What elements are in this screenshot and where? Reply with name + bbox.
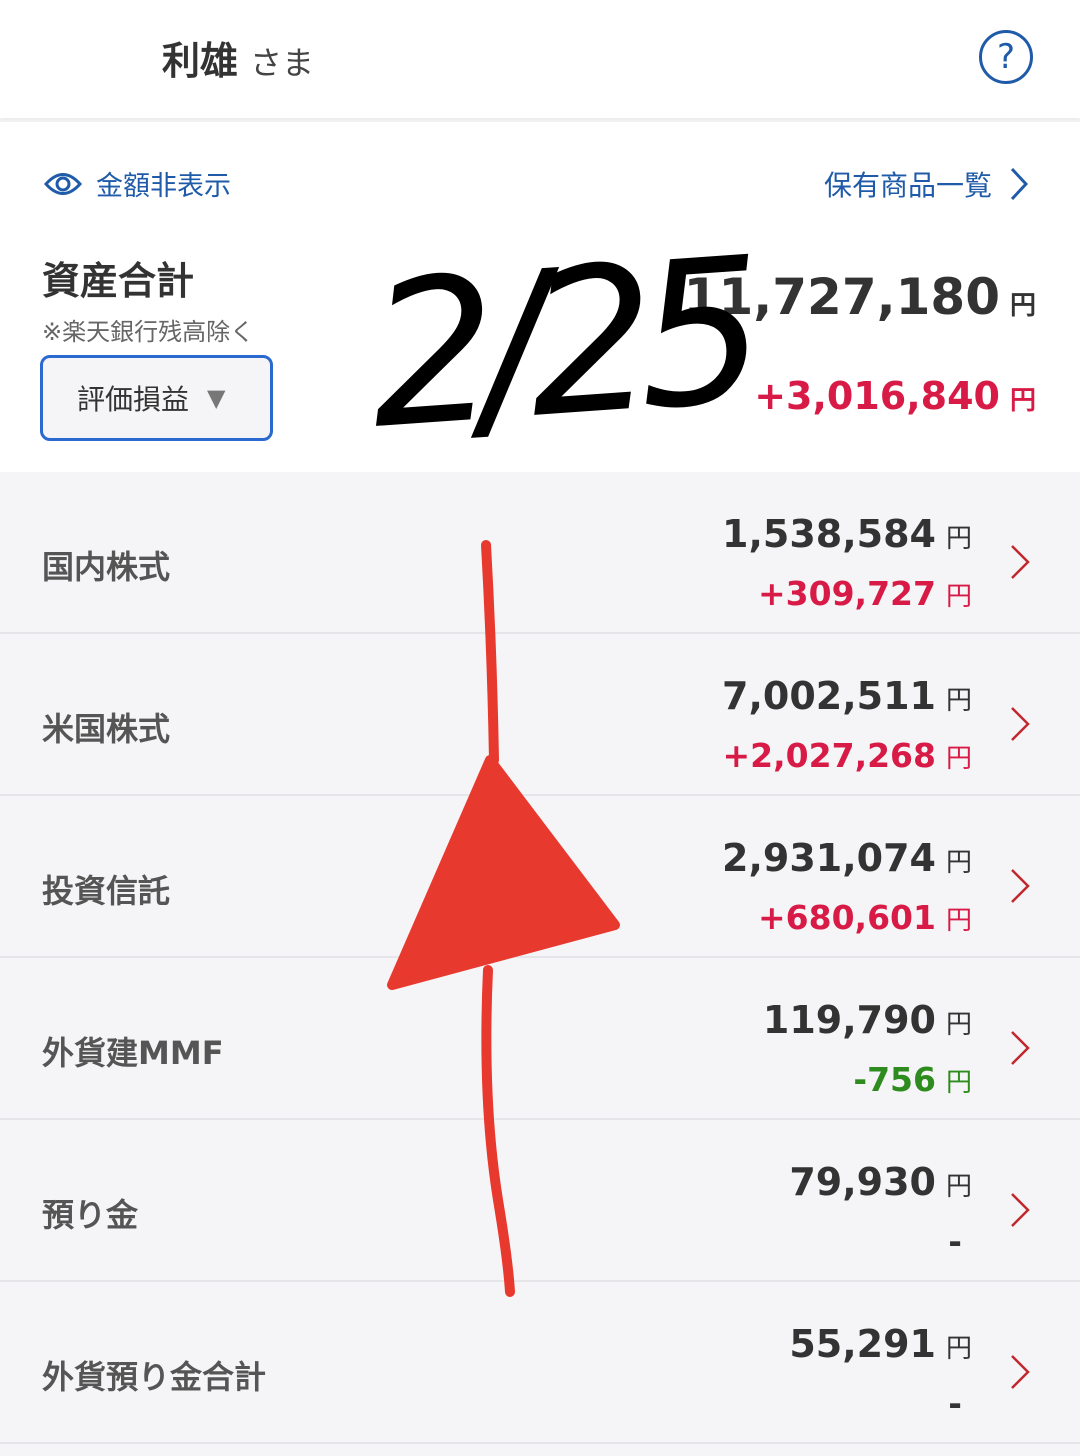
asset-row[interactable]: 米国株式 7,002,511 円 +2,027,268 円 [0, 634, 1080, 796]
question-circle-icon: ? [996, 37, 1016, 77]
asset-pl-value: +2,027,268 [722, 736, 936, 775]
total-amount: 11,727,180 円 [684, 268, 1036, 326]
asset-row[interactable]: 外貨預り金合計 55,291 円 - [0, 1282, 1080, 1444]
asset-name: 投資信託 [42, 872, 171, 910]
eye-icon [44, 172, 82, 195]
hide-amounts-toggle[interactable]: 金額非表示 [44, 164, 231, 203]
chevron-right-icon [1011, 707, 1030, 741]
asset-category-list: 国内株式 1,538,584 円 +309,727 円 米国株式 7,002,511… [0, 472, 1080, 1444]
asset-amount-value: 119,790 [762, 998, 936, 1042]
view-mode-select[interactable]: 評価損益 ▼ [40, 355, 273, 441]
asset-pl-value: +680,601 [758, 898, 936, 937]
view-mode-value: 評価損益 [77, 383, 190, 416]
honorific: さま [250, 44, 315, 82]
asset-amount-value: 7,002,511 [722, 674, 936, 718]
asset-name: 国内株式 [42, 548, 171, 586]
total-gain-value: +3,016,840 [754, 374, 1000, 418]
asset-amount-value: 55,291 [789, 1322, 936, 1366]
asset-row[interactable]: 国内株式 1,538,584 円 +309,727 円 [0, 472, 1080, 634]
chevron-right-icon [1010, 167, 1028, 201]
total-note: ※楽天銀行残高除く [42, 318, 255, 346]
asset-profit-loss: +680,601 円 [758, 898, 972, 937]
asset-name: 外貨建MMF [42, 1034, 224, 1072]
asset-name: 預り金 [42, 1196, 139, 1234]
holdings-link-label: 保有商品一覧 [823, 169, 992, 202]
asset-name: 米国株式 [42, 710, 171, 748]
asset-amount: 55,291 円 [789, 1322, 972, 1366]
asset-pl-value: - [948, 1384, 962, 1423]
asset-profit-loss: - [948, 1222, 972, 1261]
asset-amount: 2,931,074 円 [722, 836, 972, 880]
asset-summary: 金額非表示 保有商品一覧 資産合計 ※楽天銀行残高除く 評価損益 ▼ 11,727… [0, 122, 1080, 472]
asset-amount: 7,002,511 円 [722, 674, 972, 718]
currency-label: 円 [945, 1172, 972, 1202]
total-gain: +3,016,840 円 [754, 374, 1036, 418]
asset-row[interactable]: 預り金 79,930 円 - [0, 1120, 1080, 1282]
currency-label: 円 [945, 906, 972, 936]
chevron-right-icon [1011, 1193, 1030, 1227]
asset-pl-value: -756 [853, 1060, 936, 1099]
asset-row[interactable]: 投資信託 2,931,074 円 +680,601 円 [0, 796, 1080, 958]
currency-label: 円 [1009, 291, 1036, 321]
total-assets-label: 資産合計 [42, 259, 195, 303]
hide-amounts-label: 金額非表示 [96, 171, 231, 202]
chevron-right-icon [1011, 869, 1030, 903]
currency-label: 円 [945, 1068, 972, 1098]
asset-profit-loss: +2,027,268 円 [723, 736, 972, 775]
asset-amount: 119,790 円 [763, 998, 972, 1042]
asset-profit-loss: -756 円 [853, 1060, 972, 1099]
asset-row[interactable]: 外貨建MMF 119,790 円 -756 円 [0, 958, 1080, 1120]
currency-label: 円 [945, 744, 972, 774]
currency-label: 円 [945, 524, 972, 554]
asset-amount-value: 1,538,584 [722, 512, 936, 556]
asset-amount: 79,930 円 [789, 1160, 972, 1204]
currency-label: 円 [1009, 386, 1036, 416]
asset-pl-value: - [948, 1222, 962, 1261]
currency-label: 円 [945, 1010, 972, 1040]
chevron-right-icon [1011, 545, 1030, 579]
user-name: 利雄 [162, 39, 239, 83]
chevron-right-icon [1011, 1355, 1030, 1389]
help-button[interactable]: ? [979, 30, 1033, 84]
asset-profit-loss: +309,727 円 [758, 574, 972, 613]
currency-label: 円 [945, 582, 972, 612]
chevron-right-icon [1011, 1031, 1030, 1065]
currency-label: 円 [945, 848, 972, 878]
caret-down-icon: ▼ [207, 384, 226, 412]
asset-pl-value: +309,727 [758, 574, 936, 613]
asset-profit-loss: - [948, 1384, 972, 1423]
user-greeting: 利雄 さま [162, 30, 314, 85]
header: 利雄 さま ? [0, 0, 1080, 118]
currency-label: 円 [945, 686, 972, 716]
currency-label: 円 [945, 1334, 972, 1364]
asset-amount: 1,538,584 円 [722, 512, 972, 556]
asset-amount-value: 79,930 [789, 1160, 936, 1204]
asset-amount-value: 2,931,074 [722, 836, 936, 880]
total-amount-value: 11,727,180 [683, 268, 1000, 326]
asset-name: 外貨預り金合計 [42, 1358, 267, 1396]
holdings-list-link[interactable]: 保有商品一覧 [824, 164, 1028, 204]
